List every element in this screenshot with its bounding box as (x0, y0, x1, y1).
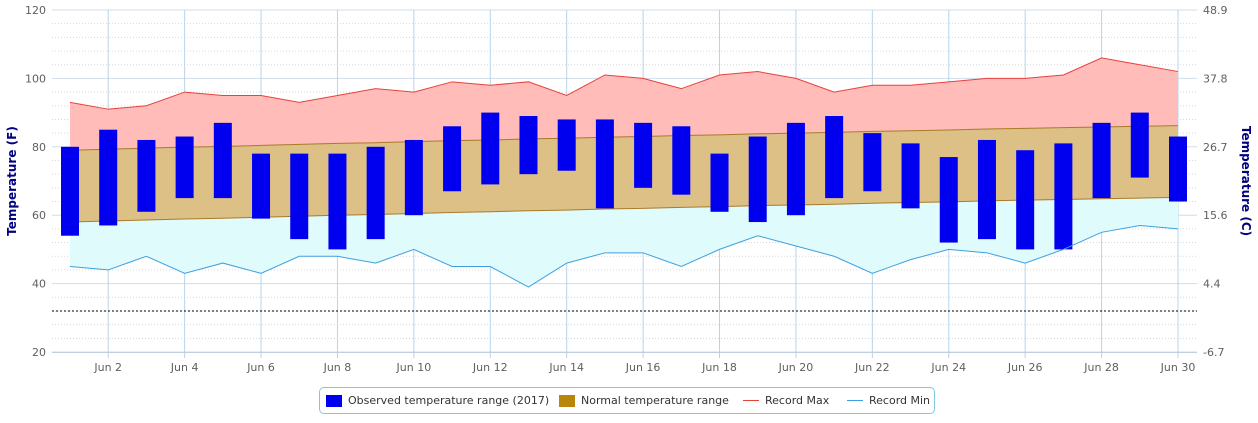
record-min-line (69, 224, 1179, 288)
observed-bar (748, 136, 767, 223)
record-max-line (69, 57, 1179, 110)
x-tick-label: Jun 22 (854, 361, 890, 374)
observed-bar (61, 146, 79, 236)
x-tick-label: Jun 2 (93, 361, 122, 374)
record-lines (69, 57, 1179, 288)
x-tick-label: Jun 30 (1160, 361, 1196, 374)
observed-bar (328, 153, 347, 250)
y-tick-label-right: 48.9 (1203, 4, 1228, 17)
observed-bar (595, 119, 614, 209)
legend-item-normal[interactable]: Normal temperature range (559, 388, 729, 413)
observed-bar (786, 122, 805, 216)
observed-bar (557, 119, 576, 171)
observed-bar (404, 139, 423, 216)
observed-bar (519, 116, 538, 175)
observed-bar (863, 133, 882, 192)
record-min-swatch-icon (847, 400, 863, 401)
x-tick-label: Jun 14 (548, 361, 584, 374)
observed-bar (901, 143, 920, 209)
y-tick-label-left: 100 (25, 72, 46, 85)
x-tick-label: Jun 8 (323, 361, 352, 374)
x-tick-label: Jun 10 (396, 361, 432, 374)
y-tick-label-left: 40 (32, 278, 46, 291)
x-tick-label: Jun 18 (701, 361, 737, 374)
record-max-area (70, 57, 1178, 151)
y-tick-label-left: 20 (32, 346, 46, 359)
observed-bar (825, 116, 844, 199)
x-tick-label: Jun 26 (1007, 361, 1043, 374)
y-tick-label-right: -6.7 (1203, 346, 1224, 359)
y-tick-label-left: 60 (32, 209, 46, 222)
legend-label-observed: Observed temperature range (2017) (348, 394, 550, 407)
observed-bar (710, 153, 729, 212)
observed-bar (366, 146, 385, 240)
observed-bar (99, 129, 118, 226)
observed-bar (1092, 122, 1111, 199)
observed-bars (61, 112, 1187, 250)
y-tick-label-right: 15.6 (1203, 209, 1228, 222)
x-tick-label: Jun 28 (1083, 361, 1119, 374)
observed-bar (213, 122, 232, 199)
x-tick-label: Jun 6 (246, 361, 275, 374)
observed-bar (175, 136, 194, 199)
normal-swatch-icon (559, 394, 575, 407)
area-series (69, 57, 1179, 288)
observed-bar (1130, 112, 1149, 178)
record-max-swatch-icon (743, 400, 759, 401)
legend-item-record-min[interactable]: Record Min (847, 388, 930, 413)
legend-label-normal: Normal temperature range (581, 394, 729, 407)
y-tick-label-left: 80 (32, 141, 46, 154)
normal-range-area (70, 125, 1178, 223)
y-axis-title-right: Temperature (C) (1239, 126, 1253, 236)
legend-item-record-max[interactable]: Record Max (743, 388, 829, 413)
record-min-area (70, 197, 1178, 288)
observed-bar (290, 153, 309, 240)
y-tick-label-right: 26.7 (1203, 141, 1228, 154)
observed-bar (137, 139, 156, 212)
observed-bar (977, 139, 996, 240)
observed-bar (1169, 136, 1187, 202)
y-tick-label-right: 4.4 (1203, 278, 1221, 291)
observed-bar (443, 126, 462, 192)
x-tick-label: Jun 20 (778, 361, 814, 374)
legend-label-record-max: Record Max (765, 394, 830, 407)
observed-bar (481, 112, 500, 185)
observed-bar (1054, 143, 1073, 250)
observed-bar (672, 126, 691, 195)
y-axis-title-left: Temperature (F) (5, 126, 19, 236)
x-tick-label: Jun 16 (625, 361, 661, 374)
observed-bar (939, 157, 958, 243)
observed-bar (634, 122, 653, 188)
x-tick-label: Jun 12 (472, 361, 508, 374)
normal-high-line (69, 125, 1179, 151)
observed-bar (1016, 150, 1035, 250)
legend: Observed temperature range (2017) Normal… (319, 387, 935, 414)
observed-swatch-icon (326, 394, 342, 407)
legend-label-record-min: Record Min (869, 394, 931, 407)
x-tick-label: Jun 4 (170, 361, 199, 374)
y-tick-label-left: 120 (25, 4, 46, 17)
observed-bar (252, 153, 271, 219)
y-tick-label-right: 37.8 (1203, 72, 1228, 85)
axes: Jun 2 Jun 4 Jun 6 Jun 8 Jun 10 Jun 12 Jun 14 Ju… (25, 4, 1228, 374)
legend-item-observed[interactable]: Observed temperature range (2017) (326, 388, 549, 413)
x-tick-label: Jun 24 (930, 361, 966, 374)
